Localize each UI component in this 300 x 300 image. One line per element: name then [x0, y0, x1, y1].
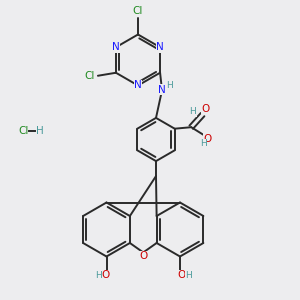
Text: Cl: Cl	[133, 5, 143, 16]
Text: O: O	[202, 104, 210, 114]
Text: Cl: Cl	[84, 71, 95, 81]
Text: H: H	[200, 140, 207, 148]
Text: Cl: Cl	[18, 125, 28, 136]
Text: N: N	[134, 80, 142, 91]
Text: N: N	[156, 42, 164, 52]
Text: O: O	[101, 270, 109, 280]
Text: O: O	[177, 270, 186, 280]
Text: N: N	[158, 85, 166, 95]
Text: O: O	[139, 251, 147, 261]
Text: H: H	[189, 107, 196, 116]
Text: H: H	[186, 271, 192, 280]
Text: H: H	[36, 125, 44, 136]
Text: O: O	[204, 134, 212, 144]
Text: H: H	[167, 81, 173, 90]
Text: N: N	[112, 42, 120, 52]
Text: H: H	[95, 271, 101, 280]
